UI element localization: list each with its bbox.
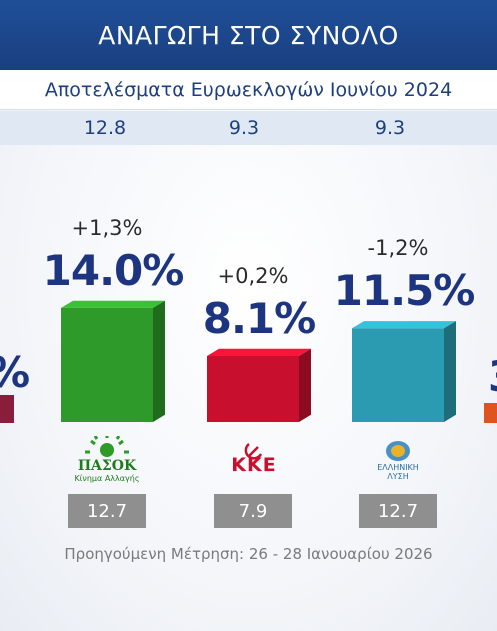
previous-measurement-note: Προηγούμενη Μέτρηση: 26 - 28 Ιανουαρίου … — [64, 545, 433, 563]
elliniki-lysi-logo-text: ΕΛΛΗΝΙΚΗ — [377, 463, 419, 472]
previous-value-badge: 12.7 — [68, 494, 146, 528]
bar-front — [61, 307, 153, 422]
euro-result-pasok: 12.8 — [83, 117, 127, 139]
left-edge-bar — [0, 395, 14, 423]
bar-0 — [61, 300, 165, 422]
subtitle-bar: Αποτελέσματα Ευρωεκλογών Ιουνίου 2024 — [0, 70, 497, 110]
bar-side — [444, 321, 456, 422]
euro-results-strip — [0, 111, 497, 145]
change-label: +1,3% — [71, 215, 143, 240]
change-label: +0,2% — [217, 263, 289, 288]
elliniki-lysi-logo-subtext: ΛΥΣΗ — [387, 472, 409, 481]
pasok-logo-text: ΠΑΣΟΚ — [77, 458, 137, 474]
previous-value-badge: 12.7 — [359, 494, 437, 528]
kke-logo: ΚΚΕ — [212, 443, 296, 476]
value-label: 8.1% — [202, 293, 316, 343]
previous-value-badge: 7.9 — [214, 494, 292, 528]
pasok-logo: ΠΑΣΟΚ Κίνημα Αλλαγής — [62, 435, 152, 486]
bar-front — [352, 328, 444, 422]
pasok-logo-subtext: Κίνημα Αλλαγής — [74, 474, 140, 483]
chart-subtitle: Αποτελέσματα Ευρωεκλογών Ιουνίου 2024 — [44, 78, 453, 101]
bar-side — [153, 300, 165, 422]
chart-title: ΑΝΑΓΩΓΗ ΣΤΟ ΣΥΝΟΛΟ — [98, 20, 399, 50]
value-label: 11.5% — [333, 266, 476, 316]
hammer-sickle-icon — [244, 443, 263, 460]
bar-top — [61, 300, 165, 308]
kke-logo-text: ΚΚΕ — [231, 454, 277, 476]
pasok-sun-icon — [85, 435, 129, 457]
bar-side — [299, 348, 311, 422]
title-bar: ΑΝΑΓΩΓΗ ΣΤΟ ΣΥΝΟΛΟ — [0, 0, 497, 70]
value-label: 14.0% — [42, 245, 185, 295]
bar-top — [352, 321, 456, 329]
elliniki-lysi-emblem-icon — [386, 441, 410, 461]
elliniki-lysi-logo: ΕΛΛΗΝΙΚΗ ΛΥΣΗ — [360, 440, 436, 484]
euro-result-elliniki-lysi: 9.3 — [374, 117, 406, 139]
bar-1 — [207, 348, 311, 422]
change-label: -1,2% — [367, 236, 429, 261]
right-edge-bar — [484, 403, 497, 423]
left-edge-percent: % — [0, 348, 30, 397]
euro-result-kke: 9.3 — [228, 117, 260, 139]
bar-top — [207, 348, 311, 356]
right-edge-value: 3 — [488, 352, 497, 401]
bar-front — [207, 355, 299, 422]
bar-2 — [352, 321, 456, 422]
